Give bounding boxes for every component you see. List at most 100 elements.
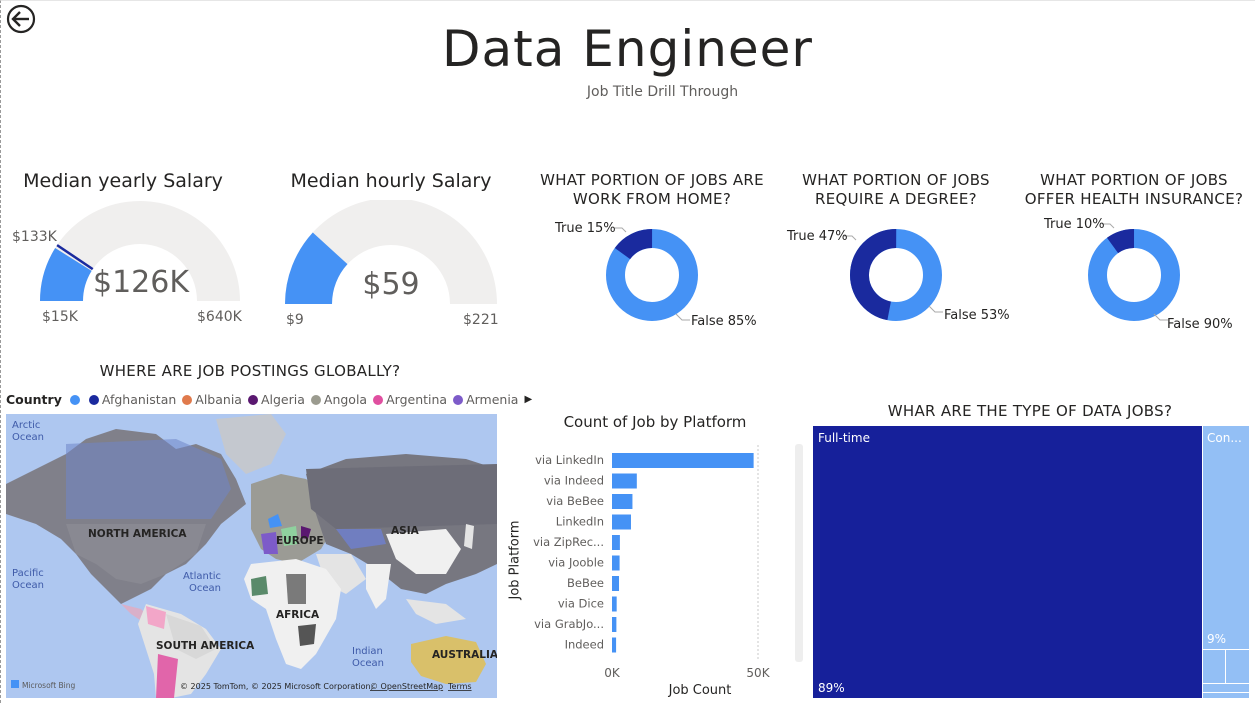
map-bing-label: Microsoft Bing xyxy=(22,681,75,690)
bing-logo-icon xyxy=(11,680,19,688)
map-legend: Country Afghanistan Albania Algeria Ango… xyxy=(6,392,532,407)
bar-category-label: via GrabJo... xyxy=(534,617,604,631)
gauge-yearly-track xyxy=(40,201,240,301)
legend-dot xyxy=(453,394,464,405)
bar-category-label: via Jooble xyxy=(548,556,604,570)
treemap-small-tile[interactable] xyxy=(1203,650,1225,683)
legend-item[interactable]: Angola xyxy=(310,392,368,407)
legend-label: Argentina xyxy=(386,392,448,407)
treemap-full-time[interactable]: Full-time 89% xyxy=(813,426,1202,698)
donut-degree-true-leader xyxy=(844,235,857,241)
map-europe-colored-1 xyxy=(261,532,278,554)
world-map[interactable]: Arctic Ocean Pacific Ocean Atlantic Ocea… xyxy=(6,414,497,698)
bar[interactable] xyxy=(612,473,637,489)
bar[interactable] xyxy=(612,617,617,632)
treemap-contract[interactable]: Con... 9% xyxy=(1203,426,1249,649)
donut-health-false-label: False 90% xyxy=(1167,317,1233,332)
map-label-atlantic-2: Ocean xyxy=(189,583,221,594)
map-label-indian-2: Ocean xyxy=(352,658,384,669)
map-kazakh xyxy=(336,529,386,549)
legend-item[interactable]: Armenia xyxy=(453,392,518,407)
bar-category-label: via Dice xyxy=(558,597,604,611)
map-copyright: © 2025 TomTom, © 2025 Microsoft Corporat… xyxy=(180,682,373,691)
legend-item[interactable]: Argentina xyxy=(373,392,447,407)
legend-label: Angola xyxy=(323,392,368,407)
map-terms-link[interactable]: Terms xyxy=(447,682,472,691)
legend-dot xyxy=(373,394,384,405)
legend-label: Armenia xyxy=(466,392,519,407)
donut-wfh-true-label: True 15% xyxy=(555,221,616,236)
donut-degree-false-leader xyxy=(928,305,943,313)
map-label-arctic-1: Arctic xyxy=(12,420,40,431)
gauge-yearly-target xyxy=(56,244,94,271)
map-label-africa: AFRICA xyxy=(276,609,320,621)
map-argentina xyxy=(156,654,178,698)
bar-category-label: via ZipRec... xyxy=(533,535,604,549)
map-africa-country-2 xyxy=(251,576,268,596)
bar-chart-title: Count of Job by Platform xyxy=(563,413,747,431)
legend-next-icon[interactable]: ▶ xyxy=(524,394,533,405)
donut-health-true-leader xyxy=(1102,223,1115,229)
bar[interactable] xyxy=(612,555,620,571)
treemap-small-tile[interactable] xyxy=(1226,650,1249,683)
bar-category-label: via Indeed xyxy=(544,474,604,488)
bar[interactable] xyxy=(612,576,620,591)
map-africa-country-3 xyxy=(298,624,316,646)
map-colombia xyxy=(146,606,166,629)
legend-item[interactable] xyxy=(69,394,83,405)
map-land-greenland xyxy=(216,414,286,474)
bar[interactable] xyxy=(612,535,620,550)
gauge-yearly-fill xyxy=(40,248,92,301)
legend-dot xyxy=(88,394,99,405)
treemap-small-tile[interactable] xyxy=(1203,684,1249,692)
donut-health-true-label: True 10% xyxy=(1044,217,1105,232)
map-japan xyxy=(464,524,474,549)
donut-degree-title: WHAT PORTION OF JOBS REQUIRE A DEGREE? xyxy=(780,171,1012,209)
donut-health-title-line1: WHAT PORTION OF JOBS xyxy=(1040,171,1228,189)
gauge-yearly-max: $640K xyxy=(197,309,242,325)
gauge-yearly-min: $15K xyxy=(42,309,78,325)
map-label-arctic-2: Ocean xyxy=(12,432,44,443)
donut-health[interactable] xyxy=(1081,222,1187,328)
bar[interactable] xyxy=(612,596,617,612)
gauge-yearly[interactable] xyxy=(40,200,242,302)
map-label-south-america: SOUTH AMERICA xyxy=(156,640,255,652)
map-label-australia: AUSTRALIA xyxy=(432,649,497,661)
bar-chart-tick-50k: 50K xyxy=(746,666,770,680)
treemap-small-tile[interactable] xyxy=(1203,693,1249,698)
donut-degree[interactable] xyxy=(843,222,949,328)
legend-label: Albania xyxy=(195,392,242,407)
donut-wfh[interactable] xyxy=(599,222,705,328)
legend-item[interactable]: Albania xyxy=(182,392,242,407)
bar[interactable] xyxy=(612,453,754,468)
bar-category-label: via BeBee xyxy=(546,494,604,508)
donut-health-title: WHAT PORTION OF JOBS OFFER HEALTH INSURA… xyxy=(1012,171,1255,209)
bar[interactable] xyxy=(612,514,631,530)
legend-item[interactable]: Algeria xyxy=(247,392,305,407)
gauge-yearly-value: $126K xyxy=(92,265,190,300)
bar-chart[interactable]: 0K 50K via LinkedIn via Indeed via BeBee Li… xyxy=(508,445,798,690)
donut-health-false-slice xyxy=(1088,229,1180,321)
bar[interactable] xyxy=(612,637,617,653)
bar-chart-scrollbar[interactable] xyxy=(795,444,803,662)
donut-wfh-title-line2: WORK FROM HOME? xyxy=(572,190,732,208)
map-label-indian-1: Indian xyxy=(352,646,383,657)
map-osm-link[interactable]: © OpenStreetMap xyxy=(370,682,443,691)
map-europe-colored-3 xyxy=(301,526,311,539)
map-label-asia: ASIA xyxy=(391,525,420,537)
gauge-hourly-value: $59 xyxy=(362,267,420,302)
treemap-full-time-label: Full-time xyxy=(818,431,870,445)
donut-health-false-leader xyxy=(1153,313,1168,321)
legend-dot xyxy=(182,394,193,405)
map-label-atlantic-1: Atlantic xyxy=(183,571,221,582)
legend-label: Algeria xyxy=(260,392,305,407)
back-arrow-icon[interactable] xyxy=(6,4,36,34)
bar[interactable] xyxy=(612,494,633,509)
donut-degree-title-line1: WHAT PORTION OF JOBS xyxy=(802,171,990,189)
donut-wfh-true-slice xyxy=(606,229,698,321)
map-label-north-america: NORTH AMERICA xyxy=(88,528,187,540)
legend-item[interactable]: Afghanistan xyxy=(88,392,176,407)
donut-health-true-slice xyxy=(1088,229,1180,321)
gauge-hourly[interactable] xyxy=(284,200,498,306)
